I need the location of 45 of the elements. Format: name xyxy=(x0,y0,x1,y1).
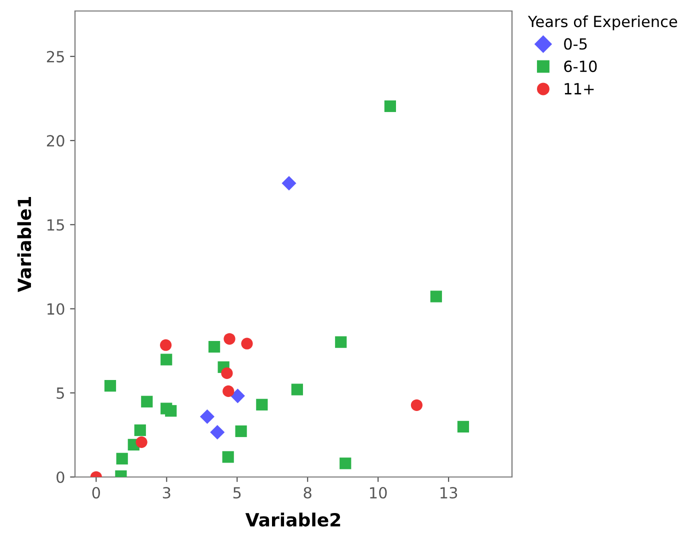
point xyxy=(291,384,303,396)
point xyxy=(141,396,153,408)
y-tick-label: 15 xyxy=(48,219,64,231)
point xyxy=(410,399,423,411)
y-tick-label: 20 xyxy=(46,135,64,147)
y-tick-label: 5 xyxy=(56,388,64,399)
point xyxy=(222,451,234,463)
point xyxy=(224,333,236,345)
point xyxy=(160,339,172,351)
point xyxy=(116,452,128,464)
point xyxy=(221,367,233,380)
x-tick-label: 8 xyxy=(304,486,312,499)
point xyxy=(384,100,396,112)
point xyxy=(200,409,215,424)
point xyxy=(160,354,172,366)
x-tick-label: 5 xyxy=(233,487,241,499)
x-tick-label: 10 xyxy=(370,486,387,499)
point xyxy=(230,388,245,404)
legend-label: 0-5 xyxy=(564,38,587,50)
point xyxy=(165,405,177,417)
point xyxy=(430,290,442,302)
point xyxy=(335,336,347,348)
y-tick-label: 25 xyxy=(46,50,64,62)
y-tick-label: 10 xyxy=(48,303,64,315)
x-tick-label: 3 xyxy=(162,486,170,499)
point xyxy=(208,340,220,353)
point xyxy=(457,420,470,433)
point xyxy=(104,380,116,392)
point xyxy=(235,425,247,438)
y-axis-title: Variable1 xyxy=(17,197,32,292)
y-tick-label: 0 xyxy=(56,471,64,484)
point xyxy=(222,385,234,398)
point xyxy=(210,424,225,440)
x-tick-label: 13 xyxy=(440,486,458,499)
point xyxy=(256,398,268,410)
point xyxy=(241,338,253,350)
point xyxy=(134,424,146,436)
x-tick-label: 0 xyxy=(92,486,100,499)
point xyxy=(282,176,296,191)
point xyxy=(136,436,148,448)
legend-label: 11+ xyxy=(564,83,594,94)
x-axis-title: Variable2 xyxy=(245,512,340,527)
legend-label: 6-10 xyxy=(564,60,597,72)
legend-title: Years of Experience xyxy=(528,15,678,30)
point xyxy=(340,458,352,470)
